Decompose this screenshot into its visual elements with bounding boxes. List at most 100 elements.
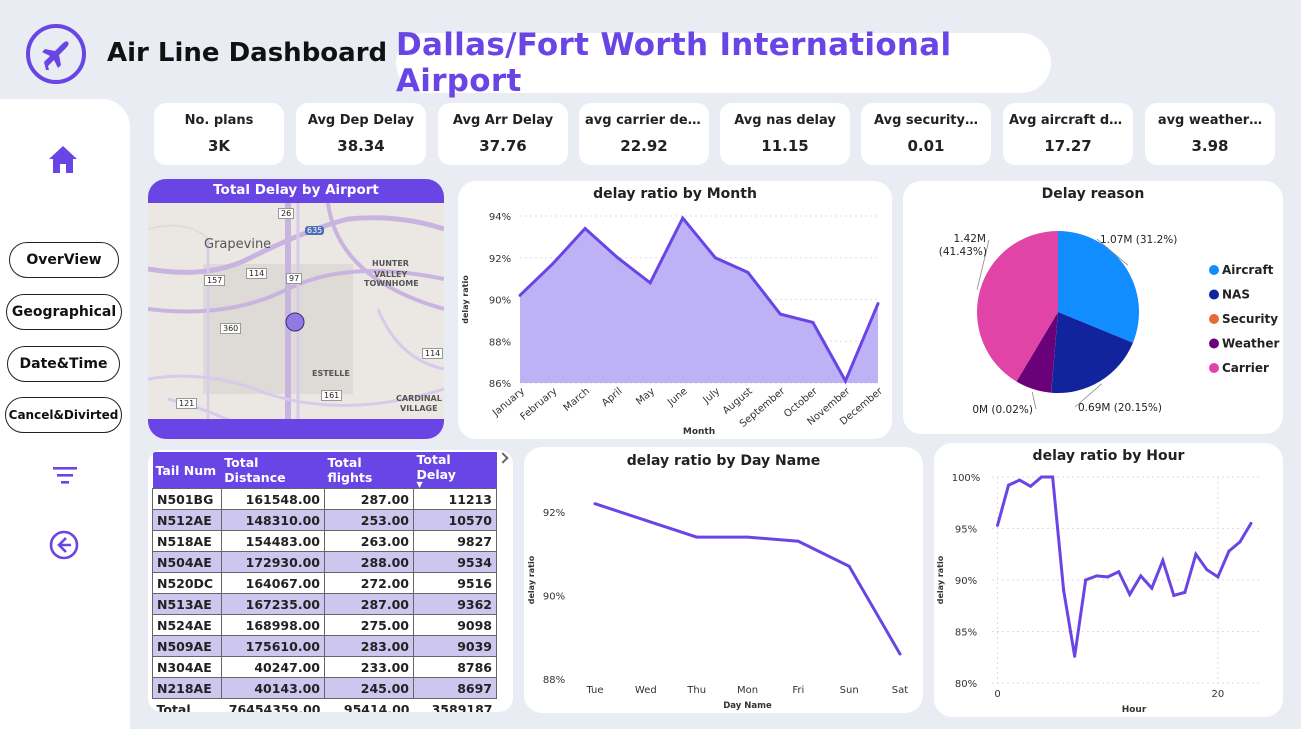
y-tick-label: 90% (955, 576, 977, 587)
sidebar: OverView Geographical Date&Time Cancel&D… (0, 99, 130, 729)
data-point (695, 535, 699, 539)
table-row: N524AE 168998.00 275.00 9098 (152, 614, 497, 636)
cell-tail: N512AE (152, 509, 222, 531)
cell-delay: 9827 (413, 530, 497, 552)
route-shield: 360 (220, 323, 242, 334)
slice-data-label: 0.69M (20.15%) (1078, 402, 1162, 414)
x-tick-label: Sun (840, 685, 859, 696)
app-title: Air Line Dashboard (107, 38, 388, 68)
data-point (811, 320, 815, 324)
cell-tail: N513AE (152, 593, 222, 615)
leader-line (1031, 391, 1037, 410)
legend-marker (1209, 314, 1219, 324)
cell-tail: N501BG (152, 488, 222, 510)
kpi-value: 0.01 (907, 137, 945, 155)
data-point (843, 379, 847, 383)
cell-distance: 167235.00 (220, 593, 325, 615)
kpi-card-arr-delay: Avg Arr Delay 37.76 (438, 103, 568, 165)
x-tick-label: June (665, 386, 690, 409)
day-chart-card: delay ratio by Day Name 88% 90% 92% Tue Wed T… (524, 447, 923, 713)
cell-flights: 233.00 (323, 656, 415, 678)
kpi-value: 22.92 (620, 137, 668, 155)
map-background[interactable] (148, 179, 444, 439)
data-point (1150, 586, 1154, 590)
data-point (1139, 574, 1143, 578)
cell-tail: N509AE (152, 635, 222, 657)
y-tick-label: 95% (955, 525, 977, 536)
y-tick-label: 88% (543, 675, 565, 686)
x-tick-label: Fri (792, 685, 804, 696)
cell-tail: N524AE (152, 614, 222, 636)
filter-icon[interactable] (52, 465, 78, 491)
scroll-corner-icon (497, 452, 509, 464)
cell-distance: 148310.00 (220, 509, 325, 531)
cell-distance: 154483.00 (220, 530, 325, 552)
x-tick-label: April (600, 386, 625, 409)
cell-total-distance: 76454359.00 (228, 701, 321, 712)
kpi-label: Avg Dep Delay (307, 113, 415, 128)
y-tick-label: 88% (489, 337, 511, 348)
table-row: N304AE 40247.00 233.00 8786 (152, 656, 497, 678)
legend-marker (1209, 363, 1219, 373)
map-label: ESTELLE (312, 369, 350, 378)
y-tick-label: 92% (489, 254, 511, 265)
x-tick-label: March (562, 386, 592, 414)
kpi-card-security-delay: Avg security… 0.01 (861, 103, 991, 165)
cell-total-flights: 95414.00 (343, 701, 410, 712)
x-tick-label: Wed (635, 685, 657, 696)
airline-logo (26, 24, 86, 84)
map-footer (148, 419, 444, 439)
nav-datetime-button[interactable]: Date&Time (7, 346, 120, 382)
airport-header: Dallas/Fort Worth International Airport (396, 27, 1051, 99)
cell-distance: 161548.00 (220, 488, 325, 510)
chart-title: delay ratio by Month (593, 186, 757, 202)
column-header[interactable]: Tail Num (152, 452, 222, 489)
data-point (1205, 568, 1209, 572)
tail-table-card: Tail Num Total Distance Total flights To… (148, 450, 513, 712)
area-fill (520, 218, 878, 383)
pie-slice-aircraft (1058, 231, 1139, 343)
data-point (648, 281, 652, 285)
data-point (1084, 578, 1088, 582)
data-point (1161, 558, 1165, 562)
legend-label: Carrier (1222, 361, 1269, 375)
data-point (1095, 574, 1099, 578)
cell-flights: 288.00 (323, 551, 415, 573)
data-point (1172, 593, 1176, 597)
cell-tail: N520DC (152, 572, 222, 594)
cell-delay: 9534 (413, 551, 497, 573)
map-card[interactable]: Grapevine HUNTER VALLEY TOWNHOME ESTELLE… (148, 179, 444, 439)
route-shield: 161 (321, 390, 343, 401)
cell-distance: 175610.00 (220, 635, 325, 657)
data-point (1018, 478, 1022, 482)
cell-distance: 164067.00 (220, 572, 325, 594)
x-tick-label: Sat (892, 685, 908, 696)
kpi-value: 38.34 (337, 137, 385, 155)
chart-title: delay ratio by Day Name (626, 453, 821, 469)
day-line-chart[interactable]: 88% 90% 92% Tue Wed Thu Mon Fri Sun Sat Day Name de… (524, 447, 923, 713)
map-label: TOWNHOME (364, 279, 419, 288)
column-header-sorted[interactable]: Total Delay ▼ (413, 452, 497, 489)
x-axis-label: Day Name (723, 701, 772, 711)
data-point (746, 535, 749, 539)
x-tick-label: Tue (585, 685, 603, 696)
delay-reason-pie-chart[interactable]: 1.07M (31.2%) 0.69M (20.15%) 0M (0.02%) 1.4… (903, 181, 1283, 434)
x-tick-label: 20 (1212, 689, 1225, 700)
cell-distance: 168998.00 (220, 614, 325, 636)
column-header[interactable]: Total flights (324, 452, 414, 489)
nav-overview-button[interactable]: OverView (9, 242, 119, 278)
pie-slice-security (1051, 312, 1058, 393)
route-shield: 157 (204, 275, 226, 286)
kpi-label: Avg aircraft delay (1009, 113, 1133, 128)
column-header[interactable]: Total Distance (221, 452, 325, 489)
data-point (1106, 575, 1110, 579)
y-tick-label: 100% (952, 473, 981, 484)
nav-cancel-diverted-button[interactable]: Cancel&Divirted (5, 397, 122, 433)
nav-geographical-button[interactable]: Geographical (6, 294, 122, 330)
series-line (594, 502, 902, 655)
hour-line-chart[interactable]: 80% 85% 90% 95% 100% 0 20 Hour delay ratio (934, 443, 1283, 717)
home-icon[interactable] (47, 143, 79, 179)
back-arrow-icon[interactable] (49, 530, 79, 564)
cell-flights: 245.00 (323, 677, 415, 699)
